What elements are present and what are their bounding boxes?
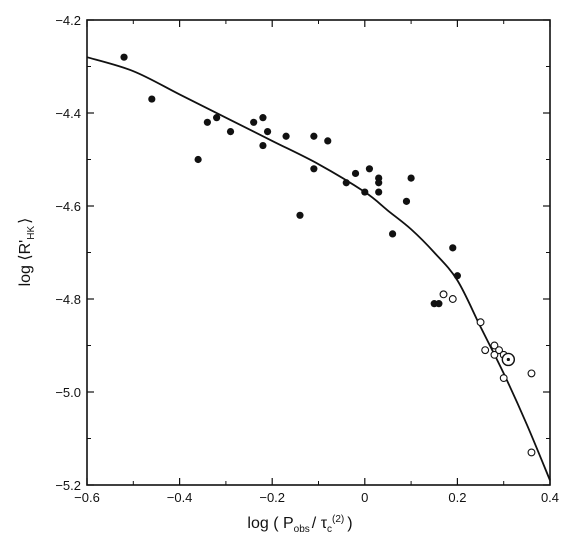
x-tick-label: −0.6	[74, 490, 100, 505]
open-point	[495, 346, 504, 355]
filled-point	[449, 244, 457, 252]
open-point	[439, 290, 448, 299]
filled-point	[310, 165, 318, 173]
filled-point	[282, 132, 290, 140]
open-point	[490, 350, 499, 359]
open-point	[527, 369, 536, 378]
y-tick-label: −5.2	[55, 478, 81, 493]
filled-point	[120, 53, 128, 61]
y-tick-label: −4.8	[55, 292, 81, 307]
filled-point	[324, 137, 332, 145]
filled-point	[310, 132, 318, 140]
filled-point	[250, 118, 258, 126]
x-axis-title: log ( Pobs / τc(2))	[247, 514, 352, 535]
open-point	[448, 295, 457, 303]
tick-labels: −0.6 −0.4 −0.2 0 0.2 0.4 −5.2 −5.0 −4.8 −4.6 −4.4 −…	[55, 13, 559, 505]
filled-point	[435, 300, 443, 308]
filled-point	[203, 118, 211, 126]
open-point	[481, 346, 490, 355]
y-tick-label: −5.0	[55, 385, 81, 400]
filled-point	[453, 272, 461, 280]
filled-point	[296, 211, 304, 219]
filled-point	[263, 128, 272, 136]
filled-point	[226, 128, 235, 136]
filled-point	[148, 95, 156, 103]
open-point	[476, 318, 485, 327]
filled-point	[361, 188, 369, 196]
fit-curve	[86, 56, 551, 481]
filled-point	[375, 188, 383, 196]
plot-frame	[86, 19, 551, 486]
filled-point	[402, 197, 411, 205]
filled-point	[259, 114, 267, 122]
open-point	[490, 341, 499, 350]
filled-point	[259, 141, 267, 150]
filled-point	[375, 179, 383, 187]
filled-point	[213, 114, 221, 122]
data-points	[120, 53, 536, 457]
filled-point	[365, 165, 374, 173]
x-tick-label: 0.4	[541, 490, 559, 505]
open-point	[499, 374, 508, 382]
y-tick-label: −4.6	[55, 199, 81, 214]
y-tick-label: −4.4	[55, 106, 81, 121]
filled-point	[342, 179, 350, 187]
open-point	[527, 448, 536, 457]
x-tick-label: 0.2	[448, 490, 466, 505]
y-axis-title: log ⟨R'HK⟩	[17, 218, 37, 287]
x-tick-label: 0	[361, 490, 368, 505]
sun-point-center	[506, 357, 510, 362]
y-tick-label: −4.2	[55, 13, 81, 28]
filled-point	[407, 174, 415, 182]
filled-point	[194, 155, 202, 164]
x-tick-label: −0.4	[167, 490, 193, 505]
x-tick-label: −0.2	[259, 490, 285, 505]
filled-point	[388, 230, 397, 238]
filled-point	[351, 169, 360, 178]
axis-ticks	[86, 19, 551, 486]
